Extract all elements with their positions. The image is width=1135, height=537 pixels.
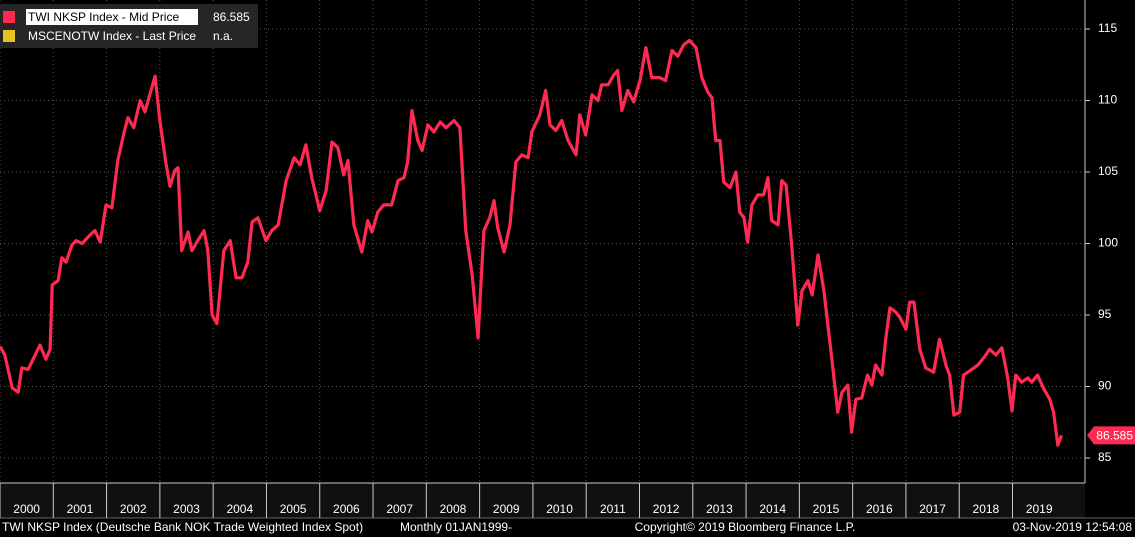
last-value-tag	[1087, 426, 1135, 445]
x-tick-label: 2017	[919, 502, 946, 516]
legend-last-value: 86.585	[213, 10, 250, 24]
last-value-label: 86.585	[1096, 428, 1133, 442]
x-tick-label: 2005	[280, 502, 307, 516]
x-tick-label: 2014	[759, 502, 786, 516]
x-tick-label: 2003	[173, 502, 200, 516]
x-tick-label: 2019	[1026, 502, 1053, 516]
x-tick-label: 2010	[546, 502, 573, 516]
footer-copyright: Copyright© 2019 Bloomberg Finance L.P.	[635, 520, 856, 534]
x-tick-label: 2007	[386, 502, 413, 516]
legend-swatch	[3, 30, 15, 42]
legend: TWI NKSP Index - Mid Price 86.585 MSCENOTW…	[0, 4, 258, 48]
legend-highlight	[26, 9, 198, 25]
x-tick-label: 2001	[67, 502, 94, 516]
legend-label: TWI NKSP Index - Mid Price	[28, 10, 179, 24]
footer-timestamp: 03-Nov-2019 12:54:08	[1013, 520, 1133, 534]
x-tick-label: 2009	[493, 502, 520, 516]
x-tick-label: 2012	[653, 502, 680, 516]
legend-label: MSCENOTW Index - Last Price	[28, 29, 196, 43]
y-tick-label: 115	[1098, 21, 1117, 35]
x-tick-label: 2013	[706, 502, 733, 516]
x-tick-label: 2018	[973, 502, 1000, 516]
x-tick-label: 2016	[866, 502, 893, 516]
y-tick-label: 95	[1098, 307, 1112, 321]
x-tick-label: 2004	[226, 502, 253, 516]
legend-last-value: n.a.	[213, 29, 233, 43]
legend-swatch	[3, 11, 15, 23]
y-tick-label: 110	[1098, 93, 1117, 107]
y-tick-label: 105	[1098, 164, 1118, 178]
x-tick-label: 2002	[120, 502, 147, 516]
y-tick-label: 100	[1098, 236, 1118, 250]
x-tick-label: 2006	[333, 502, 360, 516]
series-line	[0, 38, 1064, 447]
x-tick-label: 2011	[600, 502, 626, 516]
plot	[0, 38, 1064, 447]
x-axis-strip	[0, 483, 1085, 518]
x-tick-label: 2015	[813, 502, 840, 516]
y-tick-label: 90	[1098, 379, 1112, 393]
footer-description: TWI NKSP Index (Deutsche Bank NOK Trade …	[2, 520, 363, 534]
x-tick-label: 2008	[440, 502, 467, 516]
x-tick-label: 2000	[13, 502, 40, 516]
y-tick-label: 85	[1098, 450, 1112, 464]
footer-period: Monthly 01JAN1999-	[400, 520, 512, 534]
